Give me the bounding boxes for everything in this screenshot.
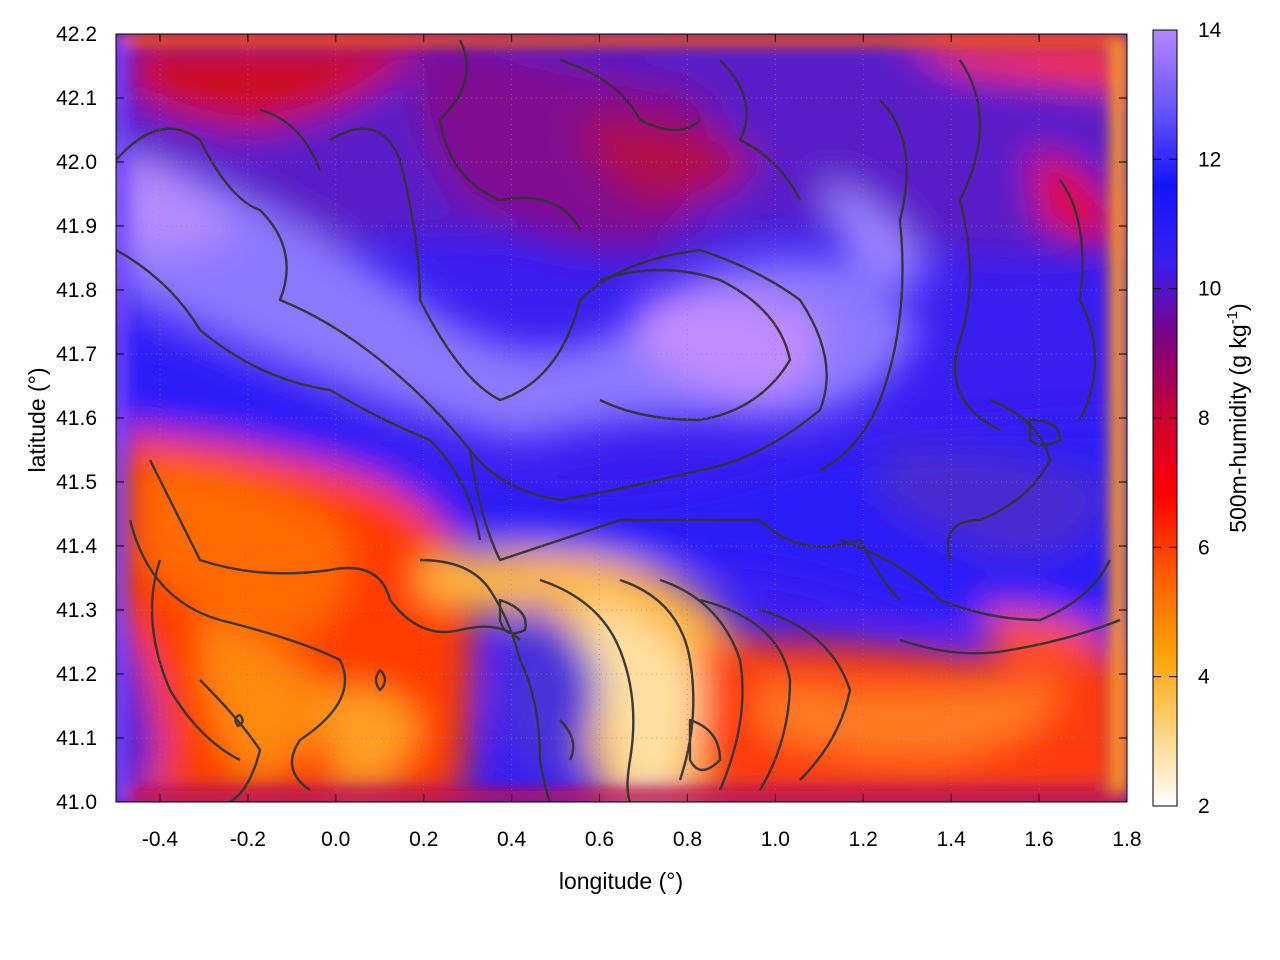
x-tick-label: 1.2: [849, 828, 878, 851]
terrain-contours: [116, 39, 1121, 802]
y-tick-label: 41.8: [56, 279, 97, 302]
x-tick-label: 0.6: [585, 828, 614, 851]
y-tick-label: 41.1: [56, 727, 97, 750]
y-tick-label: 41.5: [56, 471, 97, 494]
y-tick-label: 41.2: [56, 663, 97, 686]
x-axis-label: longitude (°): [559, 868, 683, 894]
colorbar-label: 500m-humidity (g kg-1): [1224, 303, 1251, 532]
x-tick-label: -0.4: [142, 828, 179, 851]
colorbar: 2 4 6 8 10 12 14 500m-humidity (g kg-1): [1152, 19, 1251, 818]
grid-lines: [116, 34, 1127, 802]
x-tick-label: 1.0: [761, 828, 790, 851]
y-tick-label: 42.2: [56, 23, 97, 46]
y-tick-label: 41.7: [56, 343, 97, 366]
x-tick-label: 0.4: [497, 828, 527, 851]
x-tick-label: 1.6: [1024, 828, 1053, 851]
y-tick-label: 41.0: [56, 791, 97, 814]
colorbar-tick-label: 2: [1198, 795, 1210, 818]
colorbar-tick-label: 12: [1198, 148, 1221, 171]
colorbar-tick-label: 4: [1198, 666, 1210, 689]
colorbar-ticks: 2 4 6 8 10 12 14: [1153, 19, 1222, 818]
colorbar-tick-label: 6: [1198, 536, 1210, 559]
x-tick-label: 1.4: [937, 828, 967, 851]
y-tick-label: 41.4: [56, 535, 97, 558]
colorbar-label-close: ): [1225, 303, 1251, 311]
y-tick-label: 41.9: [56, 215, 97, 238]
x-axis: -0.4 -0.2 0.0 0.2 0.4 0.6 0.8 1.0 1.2 1.4 1.6 1.8: [142, 34, 1142, 851]
x-tick-label: -0.2: [230, 828, 266, 851]
colorbar-tick-label: 14: [1198, 19, 1222, 42]
colorbar-label-base: 500m-humidity (g kg: [1225, 324, 1251, 532]
colorbar-tick-label: 10: [1198, 278, 1221, 301]
y-tick-label: 42.1: [56, 87, 97, 110]
y-tick-label: 42.0: [56, 151, 97, 174]
y-tick-label: 41.6: [56, 407, 97, 430]
x-tick-label: 0.8: [673, 828, 702, 851]
y-tick-label: 41.3: [56, 599, 97, 622]
x-tick-label: 0.0: [321, 828, 350, 851]
y-axis: 41.0 41.1 41.2 41.3 41.4 41.5 41.6 41.7 41.8 41.9…: [56, 23, 1127, 814]
y-axis-label: latitude (°): [24, 367, 50, 472]
x-tick-label: 1.8: [1112, 828, 1141, 851]
x-tick-label: 0.2: [409, 828, 438, 851]
colorbar-tick-label: 8: [1198, 407, 1210, 430]
colorbar-label-exponent: -1: [1224, 311, 1241, 324]
